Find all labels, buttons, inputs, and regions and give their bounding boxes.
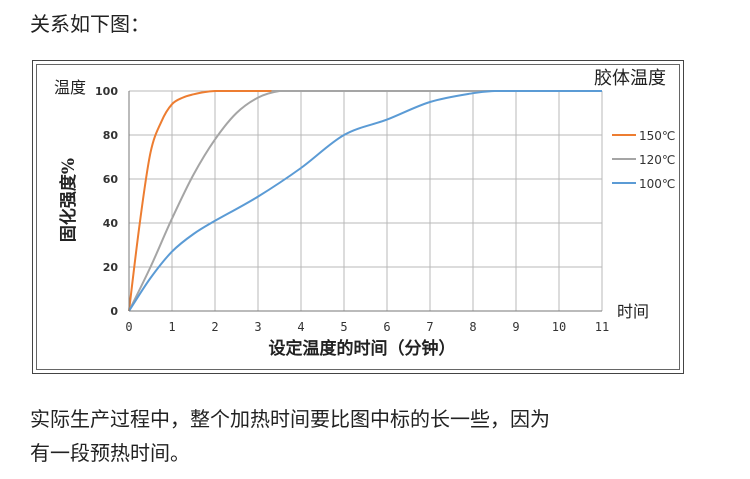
y-tick-label: 100 <box>95 85 118 98</box>
chart-grid <box>128 90 603 312</box>
legend-label: 100℃ <box>639 177 675 191</box>
x-tick-label: 2 <box>211 320 218 334</box>
series-line <box>128 89 603 312</box>
chart-ticks: 0 20 40 60 80 100 0 1 2 3 4 5 6 7 8 9 10 11 <box>95 85 609 334</box>
chart-frame <box>36 64 680 370</box>
chart-axes <box>128 91 602 312</box>
footer-paragraph: 实际生产过程中，整个加热时间要比图中标的长一些，因为 有一段预热时间。 <box>30 402 710 470</box>
chart-legend: 150℃ 120℃ 100℃ <box>612 129 675 191</box>
footer-line: 实际生产过程中，整个加热时间要比图中标的长一些，因为 <box>30 407 550 431</box>
y-tick-label: 80 <box>103 129 119 142</box>
footer-line: 有一段预热时间。 <box>30 441 190 465</box>
x-axis-label: 设定温度的时间（分钟） <box>269 338 456 359</box>
x-tick-label: 0 <box>125 320 132 334</box>
x-tick-label: 1 <box>168 320 175 334</box>
x-tick-label: 11 <box>595 320 609 334</box>
x-tick-label: 3 <box>254 320 261 334</box>
legend-label: 120℃ <box>639 153 675 167</box>
series-line <box>128 90 603 312</box>
y-tick-label: 0 <box>110 305 118 318</box>
x-tick-label: 6 <box>383 320 390 334</box>
x-tick-label: 7 <box>426 320 433 334</box>
y-axis-label: 固化强度% <box>58 158 79 242</box>
chart-outer-frame <box>32 60 684 374</box>
y-tick-label: 40 <box>103 217 119 230</box>
series-line <box>128 89 603 312</box>
chart-title: 胶体温度 <box>594 68 666 89</box>
chart-series <box>128 89 603 312</box>
legend-label: 150℃ <box>639 129 675 143</box>
y-tick-label: 60 <box>103 173 119 186</box>
x-tick-label: 10 <box>552 320 566 334</box>
intro-text: 关系如下图： <box>30 12 150 36</box>
x-unit-label: 时间 <box>617 302 649 321</box>
y-unit-label: 温度 <box>54 78 86 97</box>
x-tick-label: 4 <box>297 320 304 334</box>
x-tick-label: 9 <box>512 320 519 334</box>
y-tick-label: 20 <box>103 261 119 274</box>
x-tick-label: 5 <box>340 320 347 334</box>
x-tick-label: 8 <box>469 320 476 334</box>
